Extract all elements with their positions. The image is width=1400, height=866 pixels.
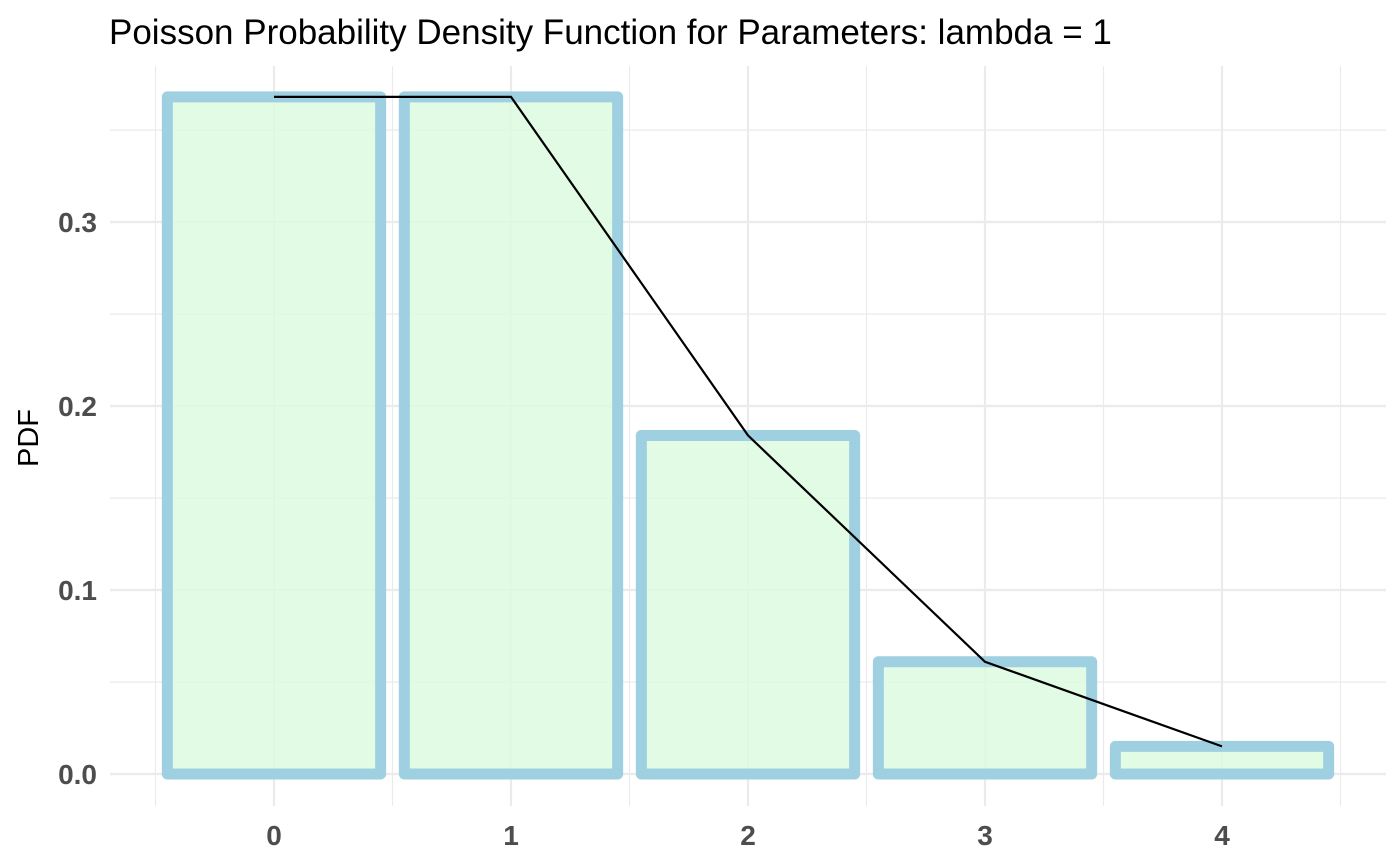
bar-4: [1109, 740, 1335, 780]
y-tick-label: 0.3: [58, 207, 97, 238]
x-tick-label: 3: [977, 820, 993, 851]
x-tick-label: 4: [1214, 820, 1230, 851]
bar-2: [635, 429, 861, 780]
bar-0: [161, 91, 387, 780]
bar-1: [398, 91, 624, 780]
tick-layer: 0.0 0.1 0.2 0.3 0 1 2 3 4: [58, 207, 1230, 851]
x-tick-label: 0: [266, 820, 282, 851]
pdf-line: [274, 95, 1223, 748]
bar-3: [872, 656, 1098, 780]
y-tick-label: 0.1: [58, 575, 97, 606]
x-tick-label: 2: [740, 820, 756, 851]
y-tick-label: 0.2: [58, 391, 97, 422]
y-tick-label: 0.0: [58, 759, 97, 790]
x-tick-label: 1: [503, 820, 519, 851]
line-layer: [274, 95, 1223, 748]
chart-title: Poisson Probability Density Function for…: [109, 13, 1112, 52]
y-axis-label: PDF: [13, 409, 45, 467]
